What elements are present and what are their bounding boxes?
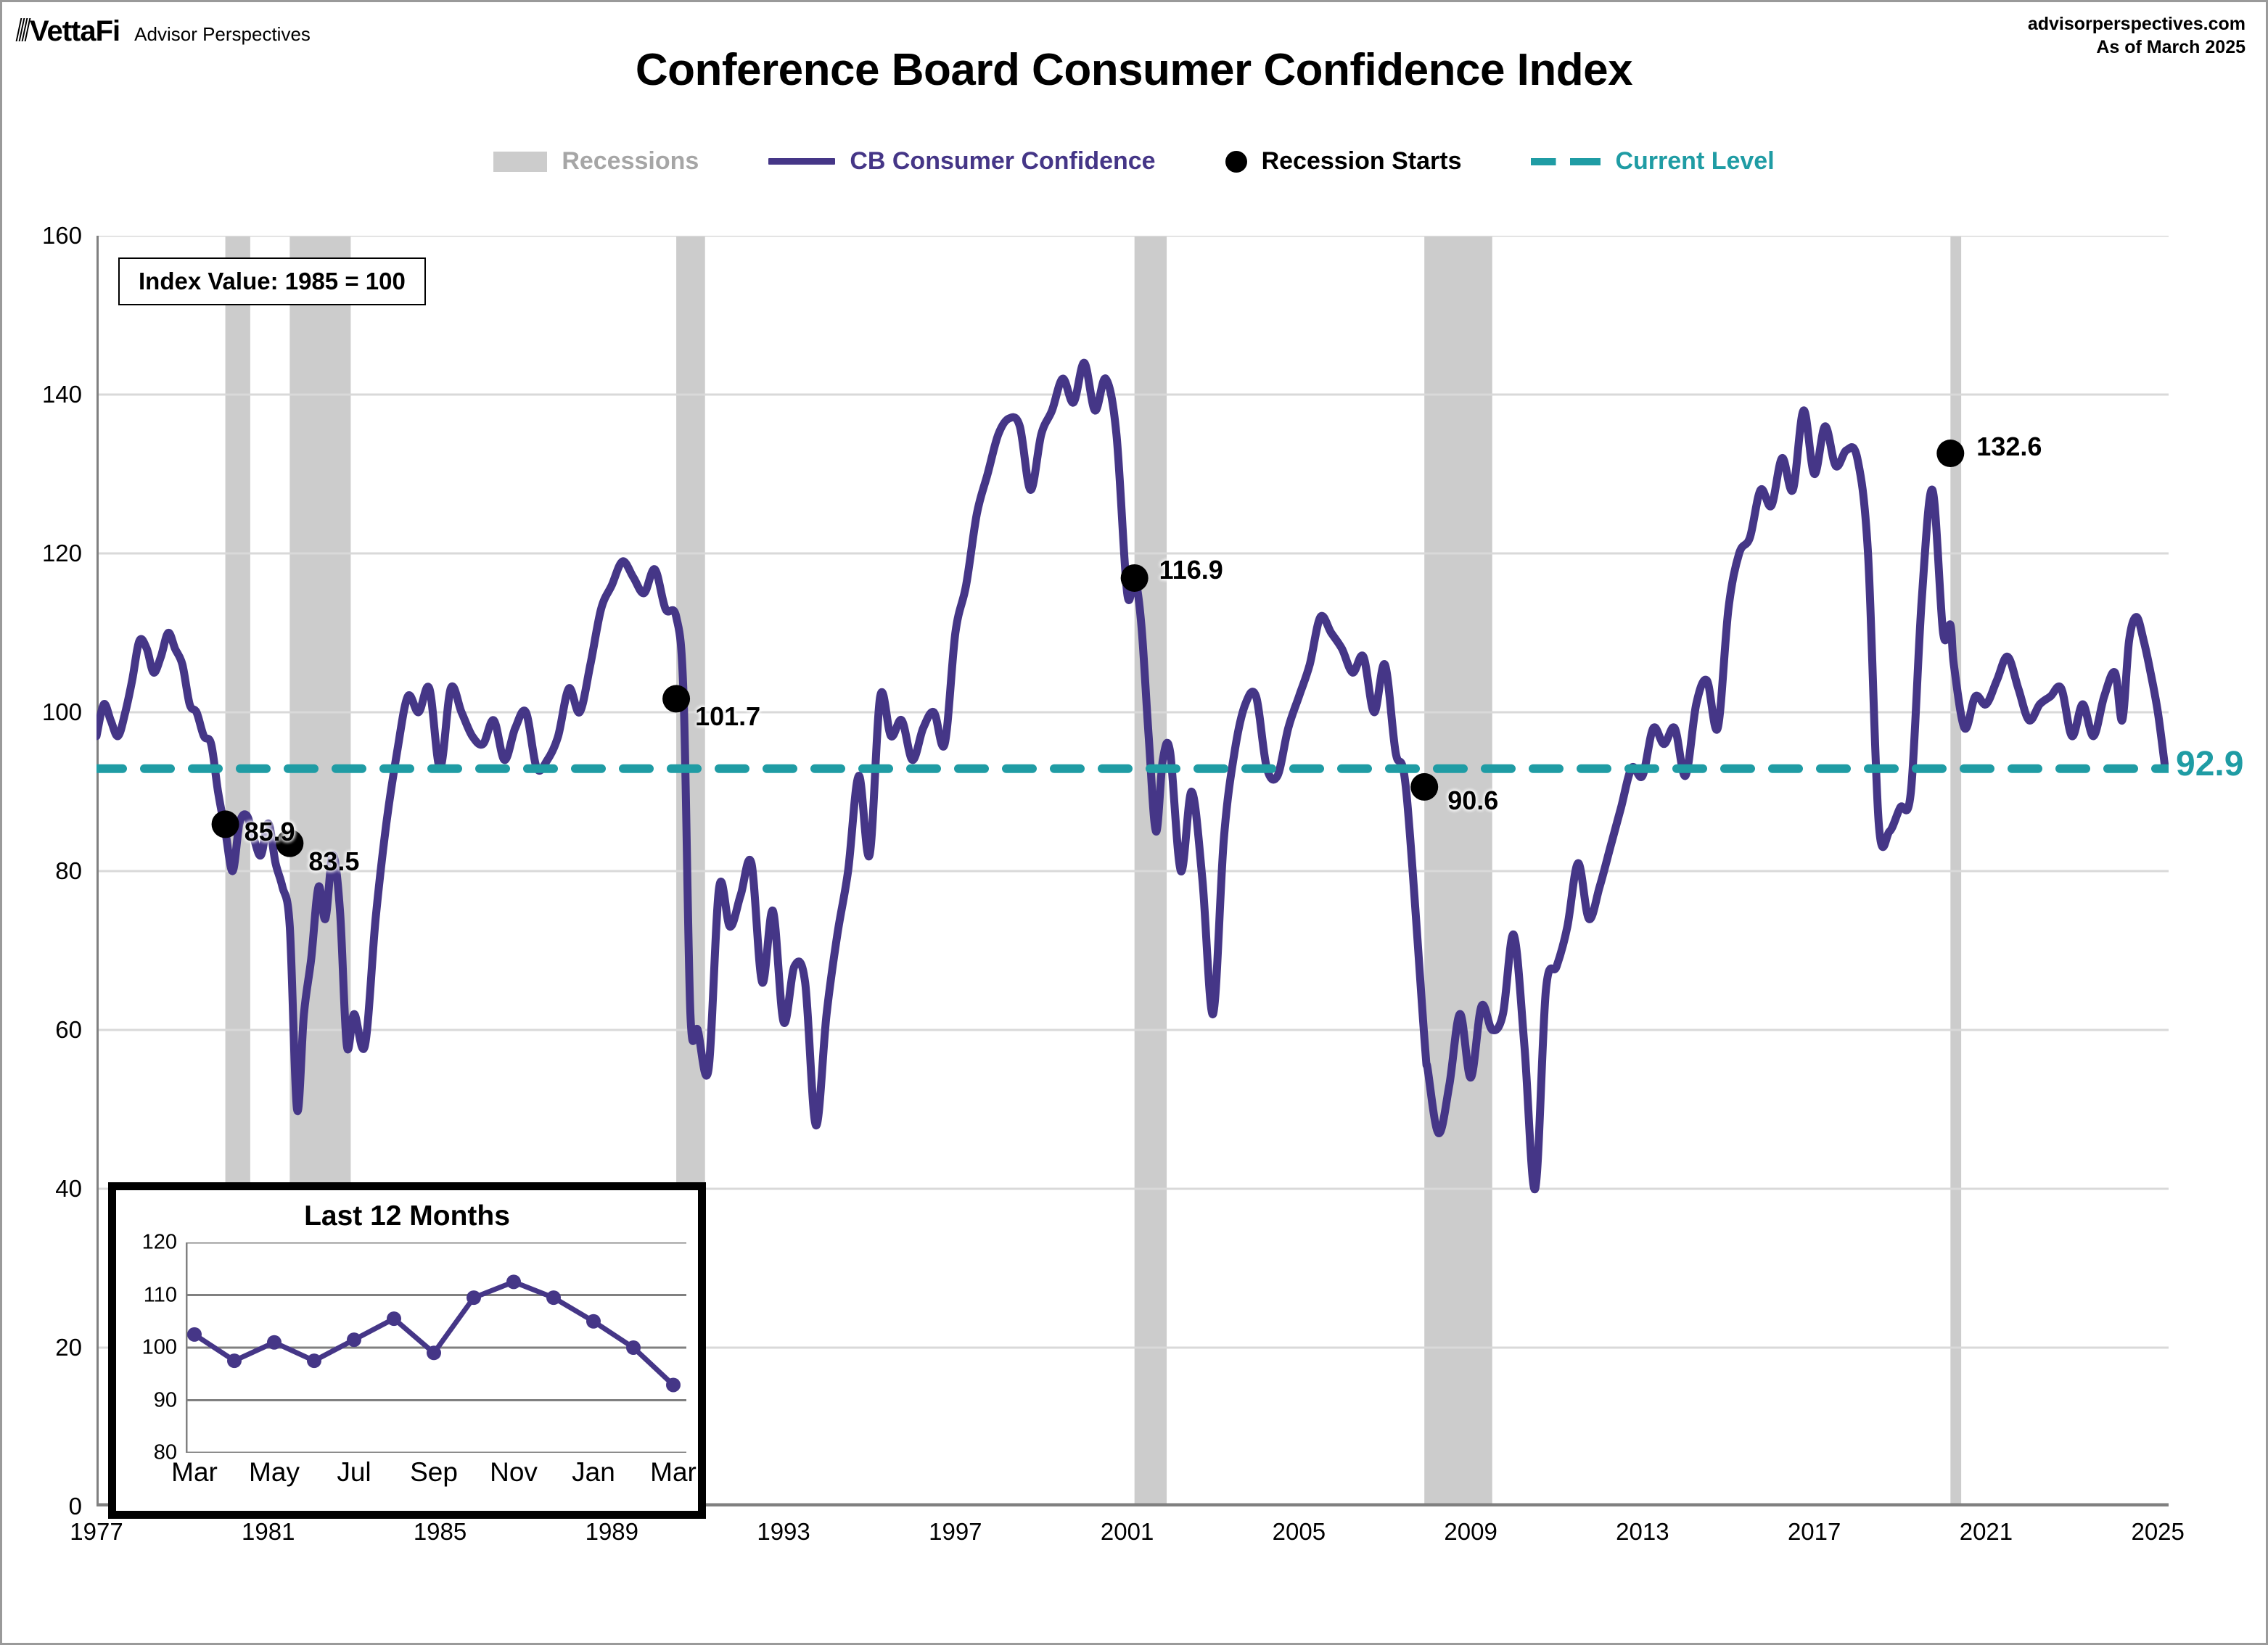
inset-data-point (307, 1353, 321, 1369)
x-tick-label: 2005 (1272, 1518, 1326, 1545)
x-tick-label: 2017 (1787, 1518, 1841, 1545)
index-value-note: Index Value: 1985 = 100 (118, 257, 426, 305)
recession-start-label: 116.9 (1159, 554, 1223, 585)
x-tick-label: 2021 (1959, 1518, 2013, 1545)
y-tick-label: 140 (41, 381, 82, 408)
legend-label-current-level: Current Level (1615, 147, 1775, 175)
inset-data-point (227, 1353, 242, 1369)
recession-start-label: 101.7 (695, 701, 761, 732)
inset-y-tick-label: 90 (153, 1388, 177, 1411)
legend-item-recessions: Recessions (493, 147, 699, 176)
legend-label-recession-starts: Recession Starts (1261, 147, 1462, 175)
current-level-value: 92.9 (2176, 744, 2244, 783)
inset-data-point (187, 1327, 202, 1342)
recession-start-label: 85.9 (244, 817, 295, 847)
recession-start-marker (211, 810, 239, 838)
inset-data-point (467, 1290, 481, 1306)
source-info: advisorperspectives.com As of March 2025 (2028, 12, 2246, 59)
page-title: Conference Board Consumer Confidence Ind… (635, 45, 1633, 95)
inset-x-tick-label: Mar (171, 1457, 218, 1487)
recession-start-label: 83.5 (308, 846, 360, 876)
x-tick-label: 1985 (413, 1518, 467, 1545)
inset-y-tick-label: 100 (141, 1335, 177, 1359)
chart-legend: Recessions CB Consumer Confidence Recess… (2, 147, 2266, 176)
inset-data-point (586, 1314, 601, 1329)
inset-x-tick-label: May (249, 1457, 300, 1487)
vettafi-logo-text: VettaFi (30, 15, 120, 47)
inset-plot-area (186, 1242, 686, 1453)
recession-start-label: 132.6 (1976, 432, 2042, 462)
x-tick-label: 2009 (1444, 1518, 1497, 1545)
x-tick-label: 1997 (929, 1518, 982, 1545)
vettafi-logo: VettaFi (15, 15, 120, 48)
as-of-date: As of March 2025 (2096, 37, 2246, 57)
x-tick-label: 1993 (757, 1518, 810, 1545)
x-tick-label: 2025 (2131, 1518, 2185, 1545)
line-swatch-icon (768, 158, 836, 165)
last-12-months-inset: Last 12 Months 120 110 100 90 80 Mar May Jul Se… (108, 1182, 706, 1519)
inset-x-axis-labels: Mar May Jul Sep Nov Jan Mar (171, 1457, 697, 1493)
inset-data-point (546, 1290, 561, 1306)
y-tick-label: 120 (41, 540, 82, 566)
y-axis-labels: 0 20 40 60 80 100 120 140 160 (2, 222, 91, 1520)
inset-line (193, 1279, 675, 1388)
inset-title: Last 12 Months (304, 1200, 510, 1232)
y-tick-label: 40 (55, 1175, 82, 1202)
inset-y-tick-label: 120 (141, 1230, 177, 1254)
inset-data-point (626, 1340, 641, 1355)
x-axis-labels: 1977 1981 1985 1989 1993 1997 2001 2005 2009 2013… (70, 1518, 2185, 1562)
inset-data-point (267, 1335, 282, 1350)
brand-subtitle: Advisor Perspectives (134, 23, 311, 45)
x-tick-label: 2001 (1100, 1518, 1154, 1545)
inset-x-tick-label: Mar (650, 1457, 697, 1487)
inset-x-tick-label: Nov (490, 1457, 538, 1487)
y-tick-label: 160 (41, 222, 82, 249)
logo-bars-icon (15, 18, 31, 41)
recession-start-label: 90.6 (1447, 785, 1499, 815)
y-tick-label: 20 (55, 1334, 82, 1361)
recession-start-marker (1120, 564, 1149, 592)
legend-label-consumer-confidence: CB Consumer Confidence (850, 147, 1156, 175)
inset-chart-svg (186, 1242, 686, 1453)
recession-start-marker (1936, 440, 1965, 468)
inset-data-point (347, 1332, 361, 1348)
inset-x-tick-label: Jan (572, 1457, 615, 1487)
inset-data-point (506, 1274, 521, 1290)
inset-data-point (427, 1345, 441, 1361)
inset-data-point (387, 1311, 401, 1327)
source-website: advisorperspectives.com (2027, 14, 2246, 34)
confidence-line (96, 358, 2169, 1193)
recession-start-marker (1410, 772, 1439, 801)
x-tick-label: 1989 (585, 1518, 639, 1545)
dot-swatch-icon (1225, 150, 1247, 173)
inset-y-tick-label: 110 (143, 1283, 177, 1306)
dashed-line-swatch-icon (1531, 157, 1601, 165)
legend-label-recessions: Recessions (562, 147, 699, 175)
x-tick-label: 1981 (242, 1518, 295, 1545)
recession-start-marker (662, 685, 691, 713)
inset-data-point (666, 1377, 681, 1393)
inset-y-tick-label: 80 (153, 1440, 177, 1464)
legend-item-recession-starts: Recession Starts (1225, 147, 1462, 176)
brand: VettaFi Advisor Perspectives (15, 15, 311, 48)
y-tick-label: 100 (41, 698, 82, 725)
y-tick-label: 80 (55, 857, 82, 884)
y-tick-label: 60 (55, 1016, 82, 1043)
recession-start-marker (276, 829, 304, 857)
x-tick-label: 1977 (70, 1518, 123, 1545)
inset-x-tick-label: Jul (337, 1457, 371, 1487)
legend-item-current-level: Current Level (1531, 147, 1775, 176)
y-tick-label: 0 (68, 1493, 82, 1520)
legend-item-consumer-confidence: CB Consumer Confidence (768, 147, 1156, 176)
inset-y-axis-labels: 120 110 100 90 80 (116, 1231, 180, 1464)
inset-x-tick-label: Sep (410, 1457, 458, 1487)
x-tick-label: 2013 (1616, 1518, 1669, 1545)
recession-swatch-icon (493, 151, 548, 172)
